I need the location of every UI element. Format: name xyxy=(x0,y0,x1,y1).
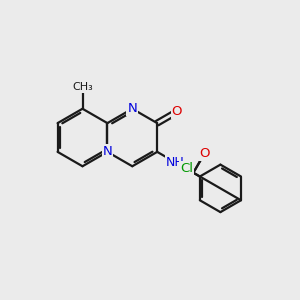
Text: CH₃: CH₃ xyxy=(72,82,93,92)
Text: Cl: Cl xyxy=(180,162,193,175)
Text: O: O xyxy=(199,147,210,160)
Text: NH: NH xyxy=(166,156,184,169)
Text: N: N xyxy=(128,102,137,115)
Text: N: N xyxy=(103,146,112,158)
Text: O: O xyxy=(171,105,182,119)
